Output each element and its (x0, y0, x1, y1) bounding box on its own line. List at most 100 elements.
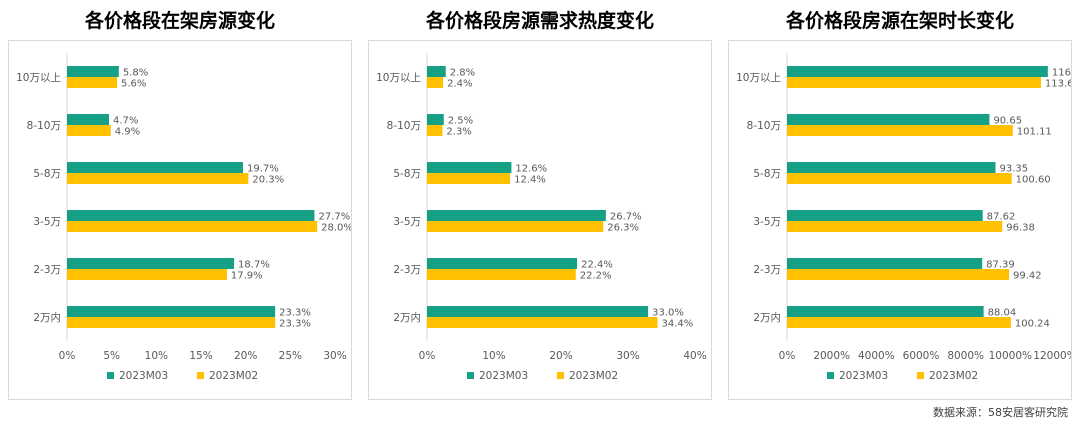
category-label: 2万内 (33, 311, 61, 324)
legend-swatch-2023m03 (827, 372, 834, 379)
data-label: 87.39 (986, 260, 1015, 271)
bar-2023m03 (787, 210, 983, 221)
bar-2023m03 (67, 66, 119, 77)
category-label: 10万以上 (736, 72, 781, 84)
x-tick-label: 6000% (903, 350, 940, 362)
x-tick-label: 10% (145, 350, 168, 362)
bar-2023m02 (787, 125, 1013, 136)
x-tick-label: 0% (779, 350, 796, 362)
x-tick-label: 15% (189, 350, 212, 362)
legend-swatch-2023m02 (557, 372, 564, 379)
x-tick-label: 30% (616, 350, 639, 362)
data-label: 93.35 (999, 164, 1028, 175)
bar-2023m03 (787, 306, 984, 317)
data-label: 28.0% (321, 223, 351, 234)
bar-2023m02 (427, 269, 576, 280)
data-label: 113.69 (1045, 79, 1071, 90)
category-label: 2万内 (753, 311, 781, 324)
category-label: 5-8万 (753, 168, 781, 180)
bar-2023m02 (787, 317, 1011, 328)
bar-2023m03 (787, 114, 990, 125)
data-label: 87.62 (987, 212, 1016, 223)
data-label: 19.7% (247, 164, 279, 175)
data-label: 26.3% (607, 223, 639, 234)
source-note: 数据来源：58安居客研究院 (933, 406, 1068, 419)
category-label: 5-8万 (393, 168, 421, 180)
legend-label: 2023M02 (209, 370, 258, 382)
bar-2023m03 (787, 66, 1048, 77)
category-label: 8-10万 (27, 120, 61, 132)
chart-demand-heat: 10万以上 2.8%2.4% 8-10万 2.5%2.3% 5-8万 12.6%12.4%… (376, 53, 707, 382)
data-label: 2.3% (446, 127, 471, 138)
x-tick-label: 4000% (858, 350, 895, 362)
data-label: 34.4% (661, 319, 693, 330)
bar-2023m02 (67, 173, 249, 184)
data-label: 90.65 (993, 116, 1022, 127)
category-label: 5-8万 (33, 168, 61, 180)
bar-2023m03 (427, 114, 444, 125)
chart-listing-share: 10万以上 5.8%5.6% 8-10万 4.7%4.9% 5-8万 19.7%20.3%… (16, 53, 353, 382)
bar-2023m03 (427, 66, 446, 77)
data-label: 26.7% (610, 212, 642, 223)
data-label: 22.4% (581, 260, 613, 271)
chart-panel-demand-heat: 10万以上 2.8% 2.4% 8-10万 2.5% 2.3% 5-8万 12.6% 12.4%… (368, 40, 712, 400)
category-label: 10万以上 (16, 72, 61, 84)
data-label: 27.7% (318, 212, 350, 223)
bar-2023m02 (67, 221, 318, 232)
x-tick-label: 0% (419, 350, 436, 362)
bar-2023m03 (67, 210, 315, 221)
data-label: 101.11 (1017, 127, 1052, 138)
bar-2023m02 (787, 269, 1010, 280)
x-tick-label: 40% (683, 350, 706, 362)
bar-2023m03 (67, 306, 276, 317)
bar-2023m02 (787, 173, 1012, 184)
category-label: 8-10万 (387, 120, 421, 132)
data-label: 12.4% (514, 175, 546, 186)
category-label: 3-5万 (393, 216, 421, 228)
x-tick-label: 8000% (947, 350, 984, 362)
data-label: 22.2% (580, 271, 612, 282)
category-label: 8-10万 (747, 120, 781, 132)
legend-label: 2023M02 (569, 370, 618, 382)
category-label: 2-3万 (393, 264, 421, 276)
bar-2023m02 (67, 317, 276, 328)
legend-label: 2023M03 (119, 370, 168, 382)
x-tick-label: 0% (59, 350, 76, 362)
x-tick-label: 25% (279, 350, 302, 362)
data-label: 18.7% (238, 260, 270, 271)
bar-2023m03 (427, 258, 578, 269)
legend-swatch-2023m03 (467, 372, 474, 379)
bar-2023m02 (427, 173, 511, 184)
data-label: 12.6% (515, 164, 547, 175)
x-tick-label: 12000% (1033, 350, 1071, 362)
category-label: 2-3万 (33, 264, 61, 276)
chart-panel-listing-share: 10万以上 5.8% 5.6% 8-10万 4.7% 4.9% 5-8万 19.7% 20.3%… (8, 40, 353, 400)
x-tick-label: 30% (323, 350, 346, 362)
legend-swatch-2023m02 (917, 372, 924, 379)
bar-2023m03 (787, 162, 996, 173)
data-label: 4.9% (115, 127, 140, 138)
data-label: 88.04 (988, 308, 1017, 319)
bar-2023m03 (427, 210, 606, 221)
bar-2023m02 (67, 125, 111, 136)
bar-2023m02 (787, 221, 1003, 232)
legend-swatch-2023m02 (197, 372, 204, 379)
bar-2023m03 (427, 162, 512, 173)
bar-2023m02 (787, 77, 1041, 88)
data-label: 2.5% (448, 116, 473, 127)
chart-title-listing-duration: 各价格段房源在架时长变化 (785, 10, 1014, 32)
data-label: 4.7% (113, 116, 138, 127)
bar-2023m02 (67, 77, 118, 88)
legend-swatch-2023m03 (107, 372, 114, 379)
category-label: 3-5万 (33, 216, 61, 228)
bar-2023m03 (67, 162, 243, 173)
x-tick-label: 20% (549, 350, 572, 362)
data-label: 100.24 (1015, 319, 1050, 330)
x-tick-label: 20% (234, 350, 257, 362)
data-label: 2.4% (447, 79, 472, 90)
bar-2023m02 (427, 125, 443, 136)
bar-2023m02 (427, 317, 658, 328)
data-label: 116.80 (1052, 68, 1071, 79)
